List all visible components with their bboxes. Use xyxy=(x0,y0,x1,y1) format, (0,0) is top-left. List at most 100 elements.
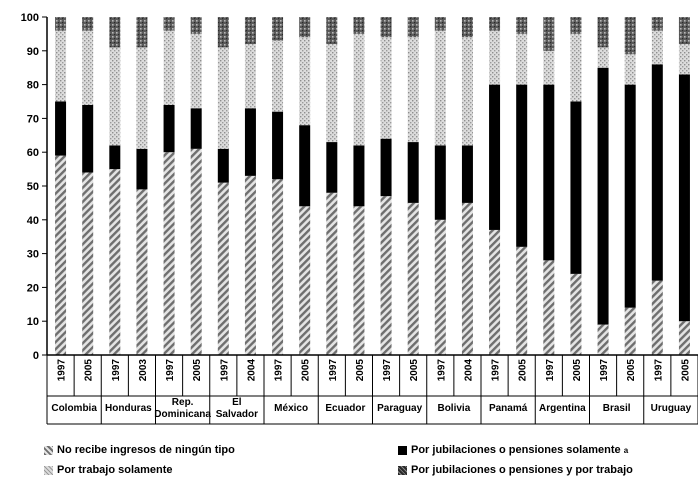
bar-paraguay-2005-series-2 xyxy=(407,37,419,143)
bar-paraguay-1997-series-1 xyxy=(380,138,392,197)
bar-honduras-1997-series-1 xyxy=(109,145,121,170)
legend-item-work-only: Por trabajo solamente xyxy=(44,464,173,476)
bar-bolivia-1997-series-2 xyxy=(434,30,446,146)
bar-rep-dominicana-1997-series-0 xyxy=(163,152,175,355)
year-label-paraguay-1997: 1997 xyxy=(382,359,393,382)
country-label-rep-dominicana: Rep. Dominicana xyxy=(154,397,211,420)
year-label-brasil-1997: 1997 xyxy=(599,359,610,382)
bar-panama-1997-series-0 xyxy=(489,229,501,355)
bar-bolivia-2004-series-1 xyxy=(461,145,473,203)
year-label-rep-dominicana-2005: 2005 xyxy=(192,359,203,382)
year-label-argentina-1997: 1997 xyxy=(545,359,556,382)
bar-rep-dominicana-1997-series-1 xyxy=(163,104,175,153)
bar-argentina-2005-series-3 xyxy=(570,17,582,34)
legend-swatch-dark-stipple xyxy=(398,465,407,475)
bar-argentina-2005-series-0 xyxy=(570,273,582,355)
country-label-ecuador: Ecuador xyxy=(325,403,365,414)
y-tick-label-60: 60 xyxy=(27,147,39,159)
country-label-el-salvador: El Salvador xyxy=(216,397,258,420)
year-label-argentina-2005: 2005 xyxy=(572,359,583,382)
legend-label-pensions-and-work: Por jubilaciones o pensiones y por traba… xyxy=(411,464,633,476)
y-tick-label-10: 10 xyxy=(27,316,39,328)
y-tick-label-70: 70 xyxy=(27,113,39,125)
bar-ecuador-1997-series-1 xyxy=(326,142,338,193)
bar-panama-1997-series-2 xyxy=(489,30,501,85)
bar-brasil-1997-series-0 xyxy=(597,324,609,355)
bar-rep-dominicana-2005-series-0 xyxy=(190,148,202,355)
year-label-mexico-2005: 2005 xyxy=(301,359,312,382)
y-tick-label-0: 0 xyxy=(33,350,39,362)
bar-mexico-1997-series-0 xyxy=(272,179,284,355)
country-label-uruguay: Uruguay xyxy=(651,403,692,414)
bar-uruguay-2005-series-0 xyxy=(678,321,690,355)
year-label-uruguay-1997: 1997 xyxy=(653,359,664,382)
bar-colombia-2005-series-3 xyxy=(82,17,94,31)
year-label-el-salvador-2004: 2004 xyxy=(246,359,257,382)
year-label-honduras-2003: 2003 xyxy=(138,359,149,382)
bar-rep-dominicana-1997-series-2 xyxy=(163,30,175,105)
year-label-bolivia-1997: 1997 xyxy=(436,359,447,382)
bar-mexico-2005-series-0 xyxy=(299,206,311,355)
year-label-rep-dominicana-1997: 1997 xyxy=(165,359,176,382)
year-label-bolivia-2004: 2004 xyxy=(463,359,474,382)
year-label-uruguay-2005: 2005 xyxy=(680,359,691,382)
bar-panama-1997-series-3 xyxy=(489,17,501,31)
bar-el-salvador-2004-series-2 xyxy=(244,44,256,109)
bar-mexico-1997-series-3 xyxy=(272,17,284,41)
bar-mexico-2005-series-3 xyxy=(299,17,311,38)
bar-uruguay-2005-series-2 xyxy=(678,44,690,75)
country-label-bolivia: Bolivia xyxy=(437,403,470,414)
bar-argentina-1997-series-1 xyxy=(543,84,555,261)
bar-paraguay-1997-series-2 xyxy=(380,37,392,139)
bar-honduras-2003-series-2 xyxy=(136,47,148,149)
bar-honduras-1997-series-3 xyxy=(109,17,121,48)
bar-brasil-1997-series-3 xyxy=(597,17,609,48)
bar-ecuador-1997-series-2 xyxy=(326,44,338,143)
bar-brasil-2005-series-1 xyxy=(624,84,636,308)
bar-uruguay-1997-series-1 xyxy=(651,64,663,281)
legend-swatch-solid-black xyxy=(398,445,407,455)
y-tick-label-90: 90 xyxy=(27,46,39,58)
bar-brasil-2005-series-3 xyxy=(624,17,636,55)
bar-panama-2005-series-3 xyxy=(516,17,528,34)
bar-brasil-1997-series-2 xyxy=(597,47,609,68)
bar-mexico-1997-series-2 xyxy=(272,40,284,112)
bar-colombia-1997-series-2 xyxy=(55,30,67,102)
country-label-argentina: Argentina xyxy=(539,403,586,414)
bar-el-salvador-1997-series-1 xyxy=(217,148,229,183)
y-tick-label-50: 50 xyxy=(27,181,39,193)
bar-honduras-2003-series-1 xyxy=(136,148,148,190)
bar-rep-dominicana-2005-series-1 xyxy=(190,108,202,149)
bar-paraguay-2005-series-1 xyxy=(407,142,419,203)
year-label-panama-1997: 1997 xyxy=(491,359,502,382)
bar-ecuador-2005-series-2 xyxy=(353,33,365,146)
bar-uruguay-2005-series-1 xyxy=(678,74,690,322)
bar-ecuador-2005-series-1 xyxy=(353,145,365,207)
y-tick-label-100: 100 xyxy=(21,12,39,24)
bar-el-salvador-2004-series-0 xyxy=(244,175,256,355)
bar-el-salvador-2004-series-1 xyxy=(244,108,256,176)
y-tick-label-40: 40 xyxy=(27,215,39,227)
bar-colombia-2005-series-0 xyxy=(82,172,94,355)
bar-rep-dominicana-1997-series-3 xyxy=(163,17,175,31)
bar-rep-dominicana-2005-series-2 xyxy=(190,33,202,109)
bar-honduras-1997-series-0 xyxy=(109,169,121,355)
bar-argentina-1997-series-0 xyxy=(543,260,555,355)
country-label-colombia: Colombia xyxy=(51,403,97,414)
bar-ecuador-2005-series-3 xyxy=(353,17,365,34)
country-label-honduras: Honduras xyxy=(105,403,152,414)
bar-bolivia-2004-series-2 xyxy=(461,37,473,146)
bar-colombia-2005-series-1 xyxy=(82,104,94,173)
bar-panama-2005-series-1 xyxy=(516,84,528,247)
country-label-brasil: Brasil xyxy=(603,403,631,414)
legend-item-no-income: No recibe ingresos de ningún tipo xyxy=(44,444,235,456)
legend-item-pensions-and-work: Por jubilaciones o pensiones y por traba… xyxy=(398,464,633,476)
bar-ecuador-1997-series-0 xyxy=(326,192,338,355)
legend-label-work-only: Por trabajo solamente xyxy=(57,464,173,476)
bar-paraguay-2005-series-3 xyxy=(407,17,419,38)
bar-colombia-1997-series-1 xyxy=(55,101,67,156)
bar-el-salvador-1997-series-3 xyxy=(217,17,229,48)
year-label-ecuador-1997: 1997 xyxy=(328,359,339,382)
country-label-mexico: México xyxy=(274,403,308,414)
